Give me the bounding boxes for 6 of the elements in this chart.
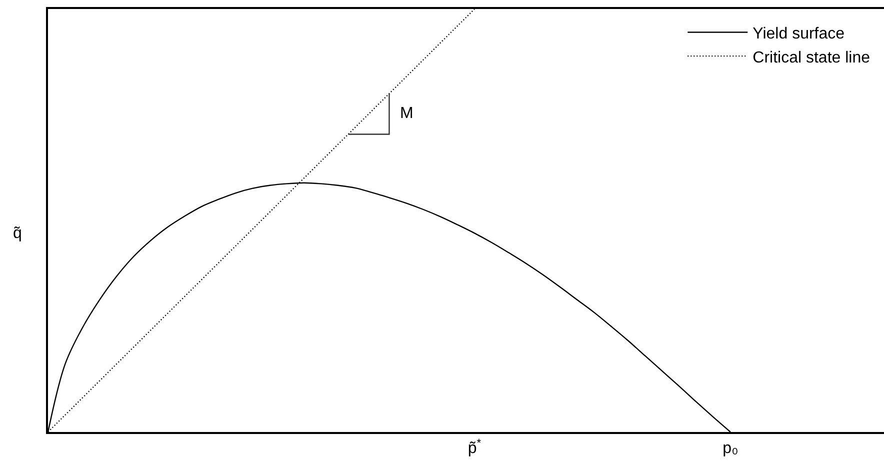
legend-label: Critical state line	[752, 49, 870, 66]
annotation: M	[400, 105, 414, 122]
x-tick-label: p̃$^{*}$	[468, 437, 482, 458]
y-axis-title: q̃	[13, 225, 22, 242]
legend-label: Yield surface	[752, 25, 845, 42]
x-tick-label: p₀	[722, 440, 738, 458]
